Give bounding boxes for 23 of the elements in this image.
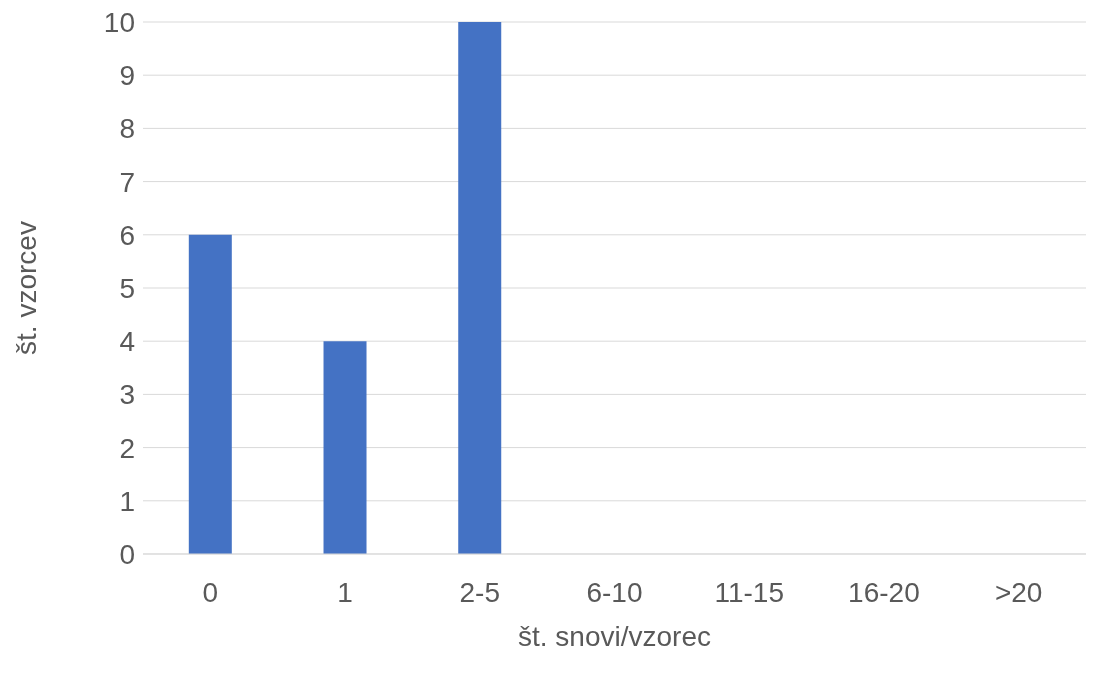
x-tick-label: 1	[337, 576, 353, 608]
x-tick-label: 6-10	[586, 576, 643, 608]
y-tick-label: 5	[119, 272, 135, 304]
y-tick-label: 9	[119, 60, 135, 92]
y-tick-label: 1	[119, 485, 135, 517]
x-tick-label: 11-15	[714, 576, 784, 608]
y-tick-label: 3	[119, 379, 135, 411]
bar	[323, 341, 367, 554]
x-tick-label: 0	[202, 576, 219, 608]
bar	[188, 234, 232, 554]
y-tick-label: 10	[103, 6, 135, 38]
y-tick-label: 0	[119, 538, 135, 570]
y-tick-label: 8	[119, 113, 135, 145]
y-tick-label: 7	[119, 166, 135, 198]
y-tick-label: 4	[119, 326, 135, 358]
y-tick-label: 6	[119, 219, 135, 251]
y-tick-label: 2	[119, 432, 135, 464]
x-tick-label: 2-5	[459, 576, 501, 608]
y-axis-title: št. vzorcev	[10, 221, 42, 355]
x-axis-title: št. snovi/vzorec	[518, 621, 711, 652]
x-tick-label: >20	[994, 576, 1043, 608]
x-tick-label: 16-20	[848, 576, 920, 608]
bar	[458, 22, 502, 554]
